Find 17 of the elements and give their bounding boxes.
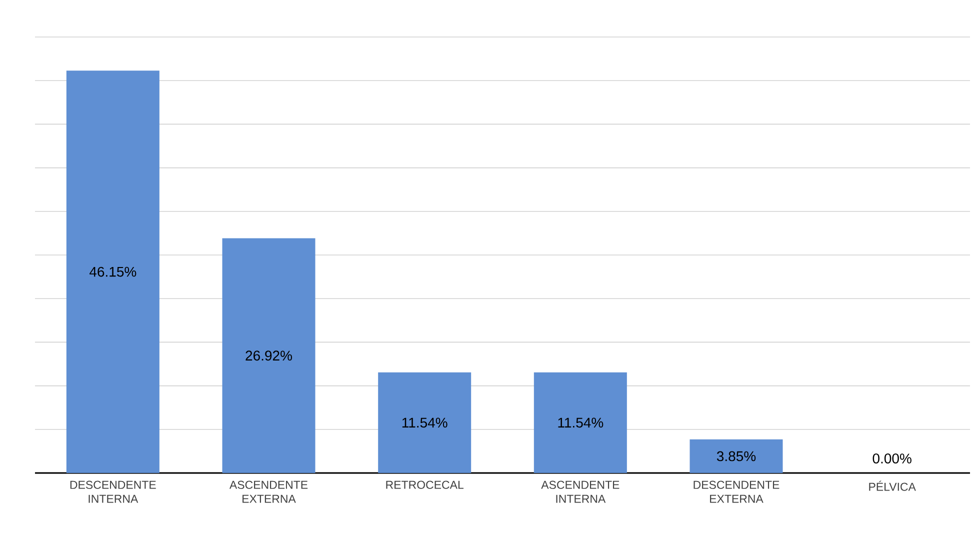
data-label: 3.85% [716,451,756,462]
bar [66,70,160,473]
x-tick-label: ASCENDENTE EXTERNA [229,480,308,503]
x-tick-label: DESCENDENTE INTERNA [70,480,156,503]
bar [534,372,627,473]
x-tick-label: PÉLVICA [869,480,916,491]
data-label: 0.00% [872,454,912,464]
x-tick-label: ASCENDENTE INTERNA [541,480,620,503]
bar [378,372,472,473]
data-label: 11.54% [558,418,604,428]
data-label: 11.54% [402,418,448,428]
x-tick-label: RETROCECAL [386,480,464,489]
bar [690,439,783,473]
bar [222,238,316,473]
data-label: 26.92% [246,350,292,361]
x-tick-label: DESCENDENTE EXTERNA [694,480,780,503]
data-label: 46.15% [90,266,136,277]
